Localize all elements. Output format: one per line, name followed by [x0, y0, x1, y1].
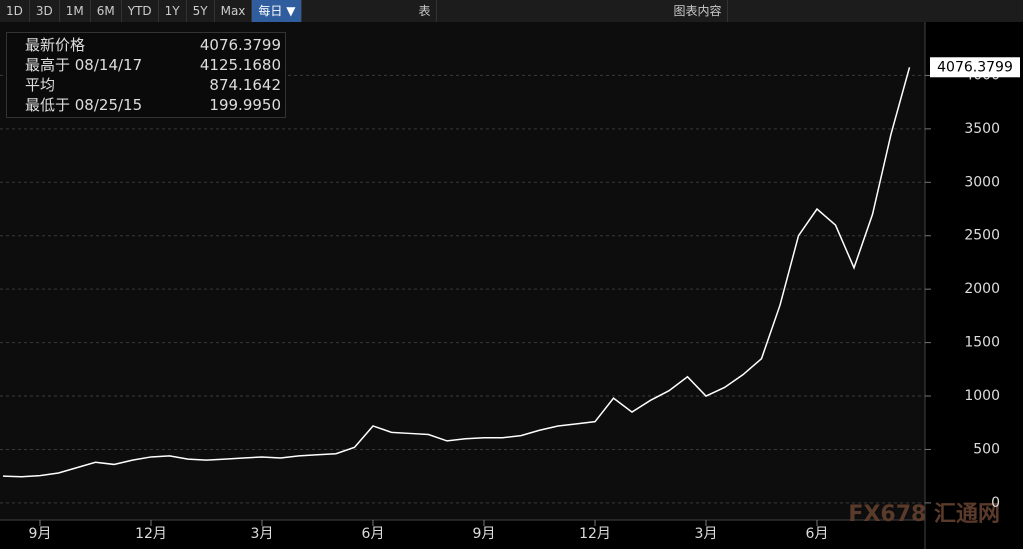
y-tick-label: 3000: [964, 174, 1000, 190]
legend-row: 最高于 08/14/17 4125.1680: [11, 55, 281, 75]
legend-value: 874.1642: [209, 76, 281, 94]
y-tick-label: 1500: [964, 335, 1000, 351]
legend-row: 最低于 08/25/15 199.9950: [11, 95, 281, 115]
table-button[interactable]: 表: [412, 0, 438, 22]
y-tick-label: 2500: [964, 228, 1000, 244]
y-tick-label: 500: [973, 441, 1000, 457]
y-tick-label: 3500: [964, 121, 1000, 137]
legend-row: 平均 874.1642: [11, 75, 281, 95]
range-button[interactable]: YTD: [122, 0, 159, 22]
last-price-box: [930, 57, 1020, 78]
chart-contents-button[interactable]: 图表内容: [667, 0, 729, 22]
y-tick-label: 0: [991, 495, 1000, 511]
y-tick-label: 1000: [964, 388, 1000, 404]
legend-label: 最新价格: [25, 36, 86, 54]
legend-value: 4076.3799: [199, 36, 281, 54]
legend-label: 最高于 08/14/17: [25, 56, 143, 74]
range-button[interactable]: 5Y: [187, 0, 215, 22]
x-tick-label: 3月: [695, 526, 718, 542]
x-tick-label: 12月: [579, 526, 611, 542]
range-button[interactable]: 1Y: [159, 0, 187, 22]
legend-row: 最新价格 4076.3799: [11, 35, 281, 55]
range-button[interactable]: 1M: [60, 0, 91, 22]
watermark: FX678 汇通网: [848, 502, 1000, 527]
range-button[interactable]: 6M: [91, 0, 122, 22]
legend-label: 最低于 08/25/15: [25, 96, 143, 114]
legend-value: 199.9950: [209, 96, 281, 114]
x-tick-label: 12月: [135, 526, 167, 542]
x-tick-label: 3月: [251, 526, 274, 542]
frequency-button[interactable]: 每日 ▼: [252, 0, 303, 22]
legend: 最新价格 4076.3799 最高于 08/14/17 4125.1680 平均 874.…: [6, 32, 286, 118]
legend-value: 4125.1680: [199, 56, 281, 74]
range-button[interactable]: 1D: [0, 0, 30, 22]
x-tick-label: 6月: [806, 526, 829, 542]
last-price-label: 4076.3799: [937, 59, 1013, 75]
range-button[interactable]: Max: [215, 0, 253, 22]
range-button[interactable]: 3D: [30, 0, 60, 22]
x-tick-label: 9月: [473, 526, 496, 542]
x-tick-label: 6月: [362, 526, 385, 542]
price-line: [2, 67, 911, 478]
legend-label: 平均: [25, 76, 56, 94]
y-tick-label: 2000: [964, 281, 1000, 297]
x-tick-label: 9月: [29, 526, 52, 542]
toolbar: 1D 3D 1M 6M YTD 1Y 5Y Max 每日 ▼ 表 图表内容: [0, 0, 1023, 22]
